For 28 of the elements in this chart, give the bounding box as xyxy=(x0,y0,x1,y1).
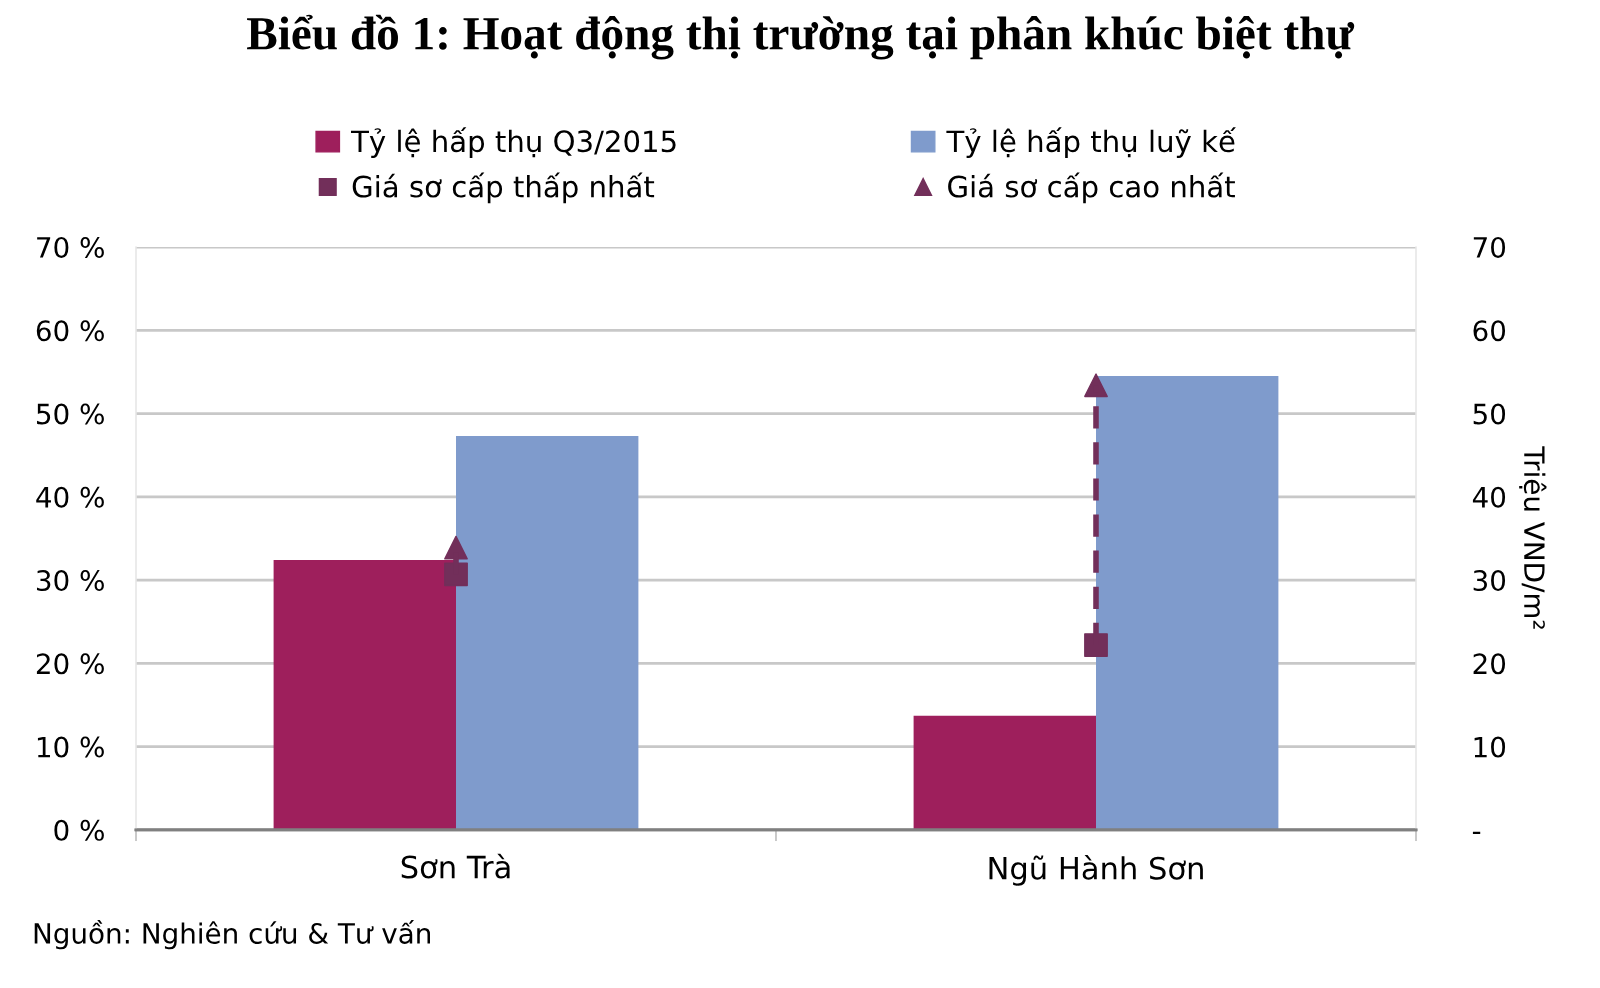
y-tick-label: 20 % xyxy=(36,653,104,675)
bar xyxy=(913,715,1096,830)
legend-label: Giá sơ cấp thấp nhất xyxy=(352,172,655,204)
x-tick-label: Ngũ Hành Sơn xyxy=(989,854,1203,886)
y2-tick-label: 40 xyxy=(1472,486,1506,508)
y2-tick-label: 10 xyxy=(1474,736,1506,758)
y-tick-label: 40 % xyxy=(36,486,104,508)
y-tick-label: 50 % xyxy=(37,403,104,425)
y-tick-label: 30 % xyxy=(36,570,104,592)
legend-label: Tỷ lệ hấp thụ Q3/2015 xyxy=(351,127,676,158)
y2-tick-label: - xyxy=(1472,831,1481,834)
y-tick-label: 60 % xyxy=(36,320,104,342)
y2-tick-label: 50 xyxy=(1473,403,1506,425)
chart-title: Biểu đồ 1: Hoạt động thị trường tại phân khúc biệt thự xyxy=(247,14,1355,60)
legend-label: Tỷ lệ hấp thụ luỹ kế xyxy=(946,127,1236,158)
y2-axis-title: Triệu VND/m² xyxy=(1519,446,1547,629)
y2-tick-label: 30 xyxy=(1473,570,1506,592)
y-tick-label: 70 % xyxy=(37,236,104,258)
text: Nguồn: Nghiên cứu & Tư vấn xyxy=(34,920,430,950)
y2-tick-label: 20 xyxy=(1473,653,1506,675)
y-tick-label: 0 % xyxy=(54,819,104,841)
y-tick-label: 10 % xyxy=(37,736,104,758)
bar xyxy=(273,560,456,830)
y2-tick-label: 70 xyxy=(1473,236,1506,258)
x-tick-label: Sơn Trà xyxy=(401,853,510,879)
y2-tick-label: 60 xyxy=(1473,320,1506,342)
bar xyxy=(456,436,639,830)
legend-label: Giá sơ cấp cao nhất xyxy=(948,172,1235,204)
